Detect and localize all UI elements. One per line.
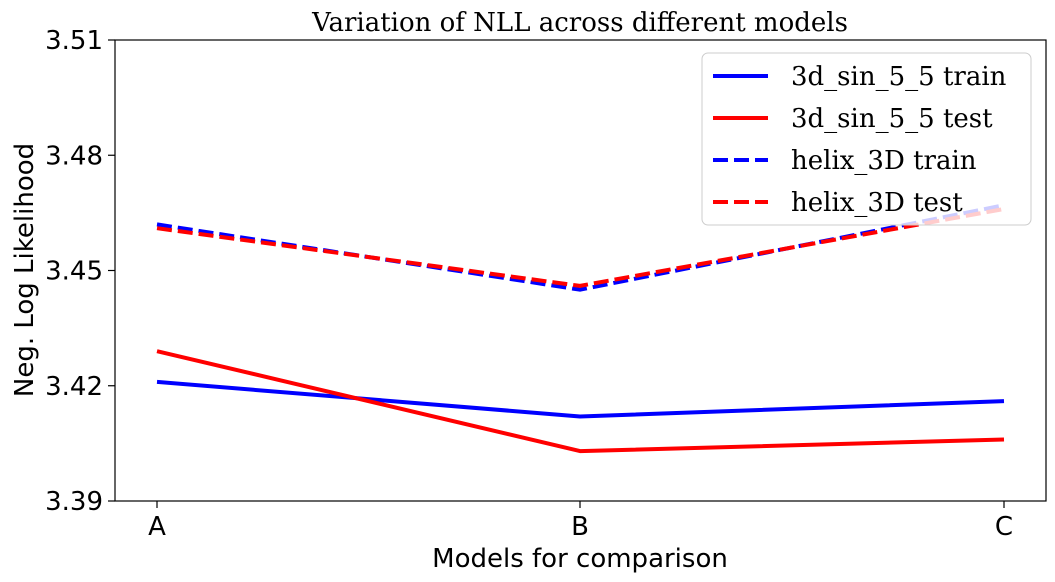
y-tick-label: 3.51 xyxy=(45,26,103,56)
y-tick-label: 3.45 xyxy=(45,257,103,287)
series-lines xyxy=(156,203,1005,454)
y-tick-label: 3.42 xyxy=(45,372,103,402)
legend-label-0: 3d_sin_5_5 train xyxy=(791,62,1007,92)
legend: 3d_sin_5_5 train 3d_sin_5_5 test helix_3D … xyxy=(701,52,1032,226)
x-tick-label: B xyxy=(571,512,589,542)
chart-title: Variation of NLL across different models xyxy=(311,8,848,38)
y-tick-label: 3.48 xyxy=(45,141,103,171)
x-tick-label: C xyxy=(995,512,1013,542)
series-line-3 xyxy=(156,207,1005,288)
legend-box xyxy=(701,52,1032,226)
legend-label-3: helix_3D test xyxy=(791,188,963,218)
x-tick-label: A xyxy=(148,512,166,542)
series-line-0 xyxy=(156,379,1005,419)
y-tick-label: 3.39 xyxy=(45,487,103,517)
series-line-1 xyxy=(156,349,1005,454)
legend-label-2: helix_3D train xyxy=(791,146,977,176)
legend-label-1: 3d_sin_5_5 test xyxy=(791,104,993,134)
y-axis-label: Neg. Log Likelihood xyxy=(10,143,40,397)
x-axis-label: Models for comparison xyxy=(432,544,728,574)
x-axis: A B C xyxy=(148,501,1013,542)
y-axis: 3.39 3.42 3.45 3.48 3.51 xyxy=(45,26,115,517)
